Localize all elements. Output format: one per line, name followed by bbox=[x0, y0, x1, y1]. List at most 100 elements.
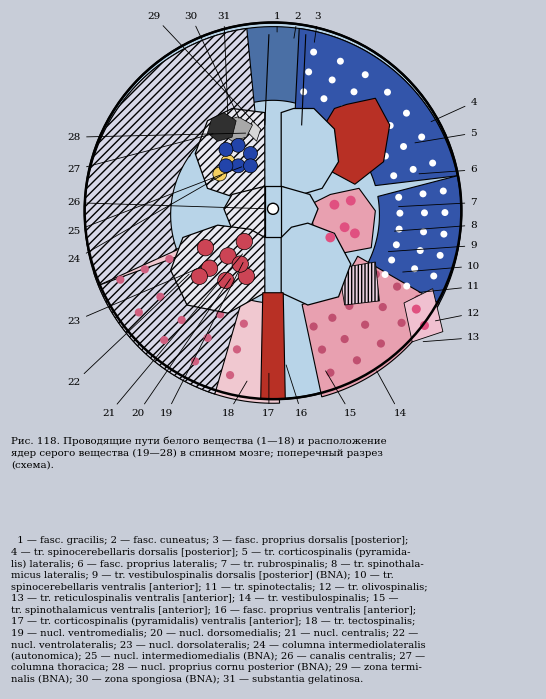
Circle shape bbox=[232, 159, 245, 173]
Circle shape bbox=[191, 268, 207, 284]
Circle shape bbox=[325, 233, 335, 243]
Circle shape bbox=[191, 357, 199, 366]
Circle shape bbox=[441, 231, 447, 238]
Circle shape bbox=[300, 88, 307, 95]
Circle shape bbox=[345, 302, 353, 310]
Text: 19: 19 bbox=[160, 262, 243, 418]
Circle shape bbox=[263, 377, 271, 384]
Circle shape bbox=[387, 122, 394, 129]
Circle shape bbox=[393, 282, 401, 291]
Circle shape bbox=[327, 368, 335, 377]
Circle shape bbox=[337, 58, 344, 65]
Polygon shape bbox=[339, 262, 379, 305]
Circle shape bbox=[384, 89, 391, 96]
Circle shape bbox=[220, 247, 236, 264]
Polygon shape bbox=[98, 252, 241, 394]
Circle shape bbox=[195, 296, 203, 304]
Circle shape bbox=[339, 106, 346, 113]
Circle shape bbox=[213, 167, 227, 181]
Text: 28: 28 bbox=[68, 133, 246, 142]
Circle shape bbox=[141, 265, 149, 273]
Circle shape bbox=[379, 303, 387, 311]
Text: 17: 17 bbox=[262, 373, 276, 418]
Circle shape bbox=[232, 138, 245, 152]
Polygon shape bbox=[224, 186, 265, 238]
Circle shape bbox=[388, 257, 395, 264]
Circle shape bbox=[178, 277, 186, 285]
Circle shape bbox=[411, 265, 418, 272]
Circle shape bbox=[218, 272, 234, 289]
Polygon shape bbox=[207, 113, 236, 141]
Circle shape bbox=[160, 336, 168, 344]
Text: 14: 14 bbox=[377, 371, 407, 418]
Circle shape bbox=[341, 335, 349, 343]
Text: 31: 31 bbox=[217, 12, 230, 114]
Circle shape bbox=[362, 71, 369, 78]
Circle shape bbox=[310, 49, 317, 55]
Circle shape bbox=[351, 88, 358, 95]
Circle shape bbox=[397, 319, 406, 327]
Text: 4: 4 bbox=[431, 98, 477, 122]
Circle shape bbox=[410, 166, 417, 173]
Text: 18: 18 bbox=[221, 381, 247, 418]
Circle shape bbox=[350, 229, 360, 238]
Circle shape bbox=[421, 209, 428, 216]
Circle shape bbox=[414, 295, 423, 303]
Circle shape bbox=[419, 190, 426, 197]
Circle shape bbox=[353, 356, 361, 364]
Circle shape bbox=[221, 154, 235, 168]
Circle shape bbox=[156, 293, 164, 301]
Circle shape bbox=[418, 134, 425, 140]
Polygon shape bbox=[222, 117, 253, 141]
Circle shape bbox=[382, 271, 389, 278]
Text: 5: 5 bbox=[415, 129, 477, 143]
Polygon shape bbox=[85, 29, 255, 285]
Text: 15: 15 bbox=[325, 371, 358, 418]
Circle shape bbox=[400, 143, 407, 150]
Circle shape bbox=[370, 103, 377, 110]
Circle shape bbox=[360, 287, 368, 296]
Text: 3: 3 bbox=[314, 12, 322, 42]
Text: 24: 24 bbox=[68, 175, 222, 264]
Polygon shape bbox=[281, 108, 339, 194]
Circle shape bbox=[329, 200, 339, 210]
Circle shape bbox=[204, 333, 212, 342]
Polygon shape bbox=[281, 186, 318, 238]
Circle shape bbox=[268, 203, 278, 215]
Text: 2: 2 bbox=[294, 12, 301, 38]
Circle shape bbox=[321, 95, 328, 102]
Circle shape bbox=[233, 345, 241, 354]
Circle shape bbox=[403, 282, 410, 289]
Circle shape bbox=[216, 310, 224, 319]
Circle shape bbox=[390, 172, 397, 179]
Text: 29: 29 bbox=[147, 12, 255, 123]
Text: 12: 12 bbox=[435, 309, 480, 321]
Text: 23: 23 bbox=[68, 267, 201, 326]
Circle shape bbox=[420, 229, 427, 236]
Circle shape bbox=[429, 159, 436, 166]
Text: 8: 8 bbox=[395, 221, 477, 231]
Circle shape bbox=[396, 210, 403, 217]
Text: 1: 1 bbox=[274, 12, 281, 32]
Circle shape bbox=[197, 240, 213, 256]
Circle shape bbox=[177, 316, 186, 324]
Polygon shape bbox=[171, 225, 265, 313]
Polygon shape bbox=[295, 29, 457, 186]
Circle shape bbox=[135, 308, 143, 317]
Circle shape bbox=[356, 119, 363, 126]
Polygon shape bbox=[94, 27, 452, 157]
Circle shape bbox=[238, 268, 254, 284]
Text: 16: 16 bbox=[286, 365, 308, 418]
Circle shape bbox=[420, 321, 429, 330]
Circle shape bbox=[318, 345, 326, 354]
Circle shape bbox=[422, 292, 428, 299]
Circle shape bbox=[346, 196, 355, 206]
Circle shape bbox=[396, 226, 402, 233]
Circle shape bbox=[403, 110, 410, 117]
Circle shape bbox=[328, 314, 336, 322]
Circle shape bbox=[264, 350, 272, 358]
Circle shape bbox=[377, 340, 385, 347]
Circle shape bbox=[219, 159, 233, 173]
Text: 30: 30 bbox=[185, 12, 239, 118]
Text: 9: 9 bbox=[388, 241, 477, 252]
